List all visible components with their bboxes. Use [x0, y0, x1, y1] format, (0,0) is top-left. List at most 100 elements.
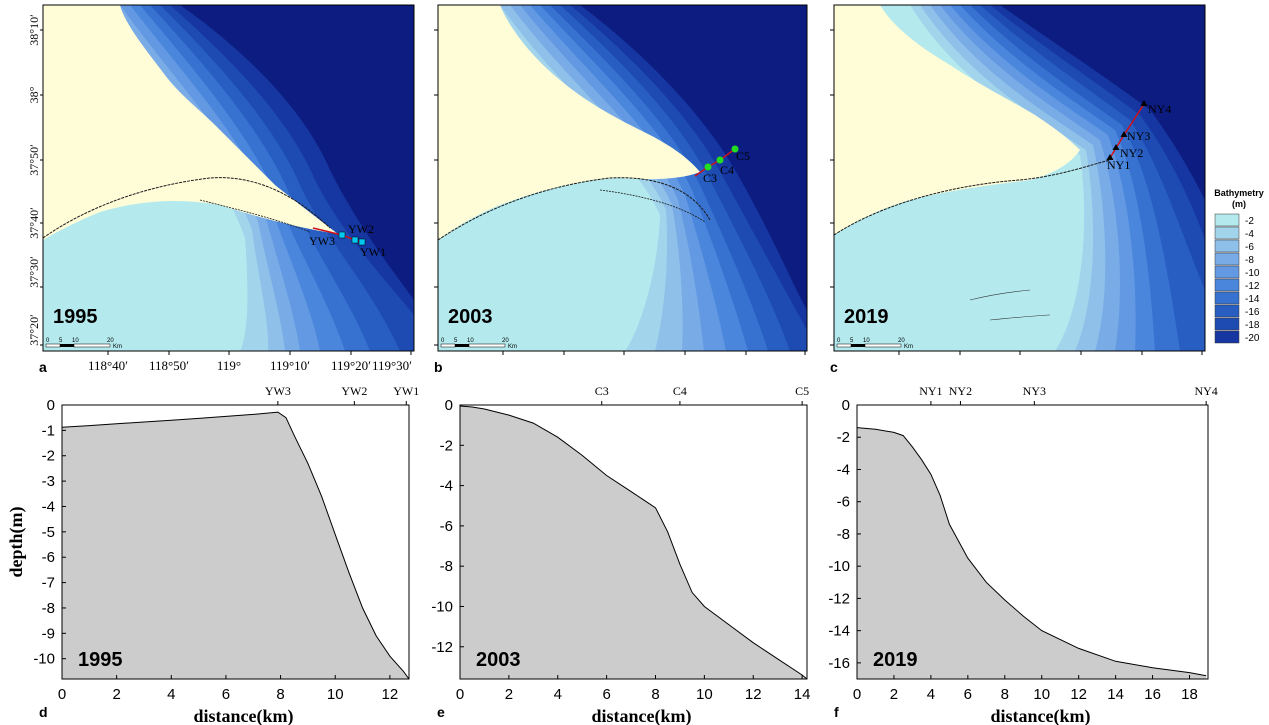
lon-ticks: 118°40′ 118°50′ 119° 119°10′ 119°20′ 119… — [88, 351, 412, 373]
svg-text:5: 5 — [454, 338, 458, 344]
x-tick-label: 12 — [382, 686, 399, 703]
y-axis-label: depth(m) — [6, 506, 27, 577]
svg-text:Km: Km — [508, 344, 517, 350]
x-tick-label: 10 — [327, 686, 344, 703]
profile-year-label: 1995 — [78, 649, 123, 671]
y-tick-label: -2 — [440, 437, 453, 454]
svg-text:20: 20 — [502, 338, 509, 344]
legend-swatch — [1214, 265, 1240, 279]
section-line — [694, 148, 736, 177]
panel-letter: f — [834, 704, 839, 720]
station-marker — [731, 145, 739, 153]
station-label: NY3 — [1127, 129, 1150, 143]
station-marker — [351, 236, 359, 244]
x-tick-label: 6 — [222, 686, 230, 703]
station-label: YW1 — [360, 245, 386, 259]
lat-tick-label: 37°30′ — [27, 256, 41, 288]
y-tick-label: -8 — [837, 526, 850, 543]
y-tick-label: 0 — [445, 397, 453, 414]
y-tick-label: -2 — [837, 429, 850, 446]
lon-tick-label: 119° — [217, 358, 241, 373]
map-year-label: 2019 — [844, 306, 889, 328]
x-tick-label: 8 — [276, 686, 284, 703]
legend-swatch — [1214, 239, 1240, 253]
x-tick-label: 8 — [1001, 686, 1009, 703]
legend-label: -8 — [1245, 255, 1254, 266]
y-tick-label: -2 — [42, 448, 55, 465]
profile-chart-e: 0 2 4 6 8 10 12 14 0 -2 -4 -6 -8 -10 -12 C3 C4 C5 2003 dist… — [431, 384, 810, 725]
station-marker — [704, 163, 712, 171]
lon-tick-label: 119°20′ — [331, 358, 371, 373]
x-tick-label: 10 — [696, 686, 713, 703]
legend-title-unit: (m) — [1232, 199, 1246, 209]
x-tick-label: 0 — [58, 686, 66, 703]
profile-area — [62, 412, 409, 679]
station-marker — [358, 238, 366, 246]
y-tick-label: -4 — [440, 478, 453, 495]
lat-tick-label: 38°10′ — [27, 14, 41, 46]
y-tick-label: -9 — [42, 625, 55, 642]
land-coast — [43, 5, 338, 240]
profile-chart-f: 0 2 4 6 8 10 12 14 16 18 0 -2 -4 -6 -8 -10 -12 -14 -16 NY1 N… — [828, 384, 1218, 725]
panel-letter: d — [39, 704, 48, 720]
svg-text:0: 0 — [441, 338, 445, 344]
svg-text:5: 5 — [850, 338, 854, 344]
profile-line — [856, 427, 1207, 677]
y-tick-label: -4 — [837, 461, 850, 478]
legend-label: -4 — [1245, 229, 1254, 240]
x-axis-label: distance(km) — [592, 706, 692, 725]
y-tick-label: -10 — [431, 598, 453, 615]
profile-chart-d: 0 2 4 6 8 10 12 0 -1 -2 -3 -4 -5 -6 -7 -8 -9 -10 YW3 YW2 YW1… — [6, 384, 419, 725]
station-label: C4 — [673, 384, 687, 398]
lon-tick-label: 119°30′ — [372, 358, 412, 373]
legend-title: Bathymetry — [1214, 188, 1264, 198]
y-tick-label: -6 — [42, 549, 55, 566]
legend-label: -14 — [1245, 294, 1260, 305]
station-label: NY3 — [1023, 384, 1046, 398]
legend-label: -6 — [1245, 242, 1254, 253]
lon-tick-label: 118°50′ — [149, 358, 189, 373]
station-label: NY2 — [949, 384, 972, 398]
scale-bar: 0 5 10 20 Km — [836, 338, 913, 350]
y-tick-label: -12 — [828, 590, 850, 607]
panel-letter: a — [39, 359, 47, 375]
station-marker — [338, 231, 346, 239]
station-label: YW2 — [348, 222, 374, 236]
y-tick-label: -8 — [42, 600, 55, 617]
scale-bar: 0 5 10 20 Km — [45, 338, 122, 350]
x-tick-label: 2 — [505, 686, 513, 703]
station-label: NY4 — [1194, 384, 1217, 398]
svg-text:10: 10 — [72, 338, 79, 344]
station-label: C3 — [703, 171, 717, 185]
legend-label: -16 — [1245, 307, 1260, 318]
map-panel-c: NY1 NY2 NY3 NY4 2019 0 5 10 20 Km c — [830, 4, 1206, 375]
x-tick-label: 14 — [794, 686, 811, 703]
svg-text:Km: Km — [904, 344, 913, 350]
legend-label: -18 — [1245, 320, 1260, 331]
station-label: YW1 — [393, 384, 419, 398]
y-tick-label: 0 — [47, 397, 55, 414]
station-label: NY4 — [1148, 102, 1171, 116]
station-marker — [716, 156, 724, 164]
map-year-label: 1995 — [53, 306, 98, 328]
x-tick-label: 4 — [167, 686, 175, 703]
y-tick-label: -6 — [440, 518, 453, 535]
x-tick-label: 8 — [651, 686, 659, 703]
x-tick-label: 18 — [1181, 686, 1198, 703]
y-tick-label: -10 — [33, 651, 55, 668]
legend-swatch — [1214, 304, 1240, 318]
y-tick-label: -1 — [42, 422, 55, 439]
station-label: NY2 — [1120, 146, 1143, 160]
x-tick-label: 16 — [1144, 686, 1161, 703]
legend-label: -12 — [1245, 281, 1260, 292]
legend-swatch — [1214, 213, 1240, 227]
scale-bar: 0 5 10 20 Km — [440, 338, 517, 350]
svg-text:10: 10 — [467, 338, 474, 344]
station-label: NY1 — [919, 384, 942, 398]
x-tick-label: 10 — [1033, 686, 1050, 703]
x-tick-label: 2 — [890, 686, 898, 703]
station-marker — [1112, 144, 1120, 150]
lon-tick-label: 118°40′ — [88, 358, 128, 373]
legend-label: -20 — [1245, 333, 1260, 344]
